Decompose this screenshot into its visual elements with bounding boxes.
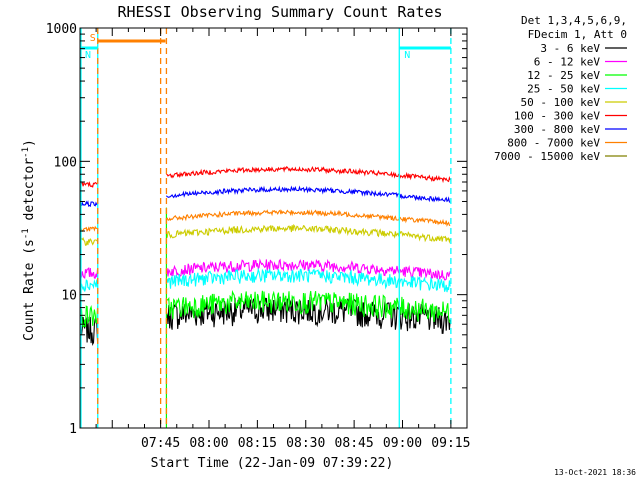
series-6-12keV-line (80, 258, 451, 281)
legend-entry-label: 50 - 100 keV (521, 96, 601, 109)
interval-label-night: N (404, 50, 410, 61)
legend: Det 1,3,4,5,6,9, FDecim 1, Att 0 3 - 6 k… (494, 14, 627, 163)
legend-entry-label: 3 - 6 keV (540, 42, 600, 55)
legend-entry-label: 6 - 12 keV (534, 56, 601, 69)
series-50-100keV-line (80, 223, 451, 246)
y-tick-label: 1000 (46, 22, 77, 37)
x-tick-label: 09:15 (431, 436, 470, 451)
svg-text:Count Rate (s-1 detector-1): Count Rate (s-1 detector-1) (21, 139, 37, 341)
legend-entry-label: 25 - 50 keV (527, 83, 600, 96)
legend-entry-label: 300 - 800 keV (514, 123, 600, 136)
legend-entry-label: 800 - 7000 keV (507, 137, 600, 150)
legend-header-line-1: Det 1,3,4,5,6,9, (521, 14, 627, 27)
series-800-7000keV-line (80, 209, 451, 233)
chart-title: RHESSI Observing Summary Count Rates (117, 3, 442, 21)
series-300-800keV-line (80, 185, 451, 208)
legend-header-line-2: FDecim 1, Att 0 (528, 28, 627, 41)
x-tick-label: 08:45 (335, 436, 374, 451)
x-axis-label: Start Time (22-Jan-09 07:39:22) (151, 456, 394, 471)
interval-label-saa: S (90, 33, 96, 44)
y-axis-label: Count Rate (s-1 detector-1) (21, 139, 37, 341)
generated-timestamp: 13-Oct-2021 18:36 (554, 468, 636, 477)
x-tick-label: 08:15 (238, 436, 277, 451)
series-12-25keV-line (80, 289, 451, 328)
series-25-50keV-line (80, 267, 451, 293)
legend-entry-label: 100 - 300 keV (514, 110, 600, 123)
x-tick-label: 08:00 (189, 436, 228, 451)
legend-entry-label: 7000 - 15000 keV (494, 150, 600, 163)
legend-entry-label: 12 - 25 keV (527, 69, 600, 82)
x-tick-label: 07:45 (141, 436, 180, 451)
y-tick-label: 100 (54, 155, 77, 170)
x-tick-label: 08:30 (286, 436, 325, 451)
y-tick-label: 1 (69, 422, 77, 437)
series-100-300keV-line (80, 165, 451, 188)
x-tick-label: 09:00 (383, 436, 422, 451)
interval-label-night: N (85, 50, 91, 61)
y-tick-label: 10 (61, 289, 77, 304)
